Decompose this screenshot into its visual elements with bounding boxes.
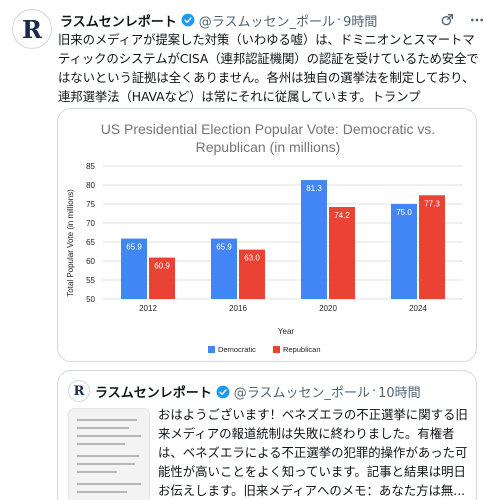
tweet-text-line: ティックのシステムがCISA（連邦認証機関）の認証を受けているため安全で [58,51,479,66]
header-separator: · [337,12,342,28]
legend-label-republican: Republican [283,345,321,354]
tweet-text: 旧来のメディアが提案した対策（いわゆる嘘）は、ドミニオンとスマートマ ティックの… [58,30,488,106]
avatar-letter: R [22,14,42,44]
tweet-text-line: 連邦選挙法（HAVAなど）は常にそれに従属しています。トランプ [58,89,421,104]
author-handle[interactable]: @ラスムッセン_ポール [198,14,335,30]
tweet-header: ラスムセンレポート @ラスムッセン_ポール · 9時間 [60,10,485,30]
x-tick-label: 2024 [409,304,427,313]
y-tick-label: 80 [86,181,95,190]
quoted-author-avatar[interactable]: R [68,380,90,402]
tweet-time[interactable]: 9時間 [343,14,378,30]
bar-democratic-2024 [391,204,417,299]
author-name[interactable]: ラスムセンレポート [60,14,177,30]
more-options-icon[interactable] [469,12,485,28]
x-tick-label: 2020 [319,304,337,313]
quoted-text-line: 能性が高いことをよく知っています。記事と結果は明日 [158,464,466,479]
x-tick-label: 2016 [229,304,247,313]
bar-republican-2012 [149,257,175,299]
data-label-republican-2012: 60.9 [154,262,170,271]
grok-icon[interactable] [439,12,455,28]
x-tick-label: 2012 [139,304,157,313]
data-label-republican-2024: 77.3 [424,199,440,208]
quoted-text-line: お伝えします。旧来メディアへのメモ：あなた方は無... [158,483,466,498]
legend-label-democratic: Democratic [218,345,256,354]
chart-title-line: US Presidential Election Popular Vote: D… [101,121,436,137]
quoted-avatar-letter: R [73,383,85,399]
data-label-democratic-2024: 75.0 [396,208,412,217]
verified-badge-icon [216,385,230,398]
author-avatar[interactable]: R [12,9,52,49]
data-label-republican-2016: 63.0 [244,254,260,263]
quoted-author-handle[interactable]: @ラスムッセン_ポール [233,386,370,401]
chart-title-line: Republican (in millions) [196,139,341,155]
data-label-democratic-2012: 65.9 [126,243,142,252]
tweet-text-line: はないという証拠は全くありません。各州は独自の選挙法を制定しており、 [58,70,475,85]
quoted-text-line: 来メディアの報道統制は失敗に終わりました。有権者 [158,426,455,441]
quoted-tweet[interactable]: R ラスムセンレポート @ラスムッセン_ポール · 10時間 おはようございます… [57,370,477,500]
y-tick-label: 65 [86,238,95,247]
bar-republican-2016 [239,249,265,299]
chart-legend: Democratic Republican [208,345,321,354]
data-label-democratic-2020: 81.3 [306,184,322,193]
quoted-tweet-time[interactable]: 10時間 [378,386,421,401]
y-tick-label: 70 [86,219,95,228]
bar-democratic-2020 [301,180,327,299]
data-label-republican-2020: 74.2 [334,211,350,220]
quoted-text-line: は、ベネズエラによる不正選挙の犯罪的操作があった可 [158,445,468,460]
quoted-header-separator: · [372,384,377,399]
y-tick-label: 50 [86,295,95,304]
bar-chart: US Presidential Election Popular Vote: D… [66,121,463,354]
chart-image[interactable]: US Presidential Election Popular Vote: D… [57,108,477,362]
header-actions [439,12,485,28]
bar-democratic-2012 [121,238,147,299]
tweet-text-line: 旧来のメディアが提案した対策（いわゆる嘘）は、ドミニオンとスマートマ [58,32,475,47]
legend-swatch-republican [273,346,280,353]
bar-democratic-2016 [211,238,237,299]
verified-badge-icon [181,13,195,27]
data-label-democratic-2016: 65.9 [216,243,232,252]
quoted-text-line: おはようございます！ベネズエラの不正選挙に関する旧 [158,407,468,422]
y-axis-label: Total Popular Vote (in millions) [66,189,75,297]
x-axis-label: Year [278,327,295,336]
quoted-tweet-header: ラスムセンレポート @ラスムッセン_ポール · 10時間 [95,382,421,401]
quoted-tweet-text: おはようございます！ベネズエラの不正選挙に関する旧 来メディアの報道統制は失敗に… [158,405,470,500]
y-tick-label: 85 [86,162,95,171]
bar-republican-2024 [419,195,445,299]
y-tick-label: 60 [86,257,95,266]
legend-swatch-democratic [208,346,215,353]
quoted-author-name[interactable]: ラスムセンレポート [95,386,212,401]
quoted-document-thumbnail[interactable] [68,408,150,500]
y-tick-label: 55 [86,276,95,285]
bar-republican-2020 [329,207,355,299]
y-tick-label: 75 [86,200,95,209]
